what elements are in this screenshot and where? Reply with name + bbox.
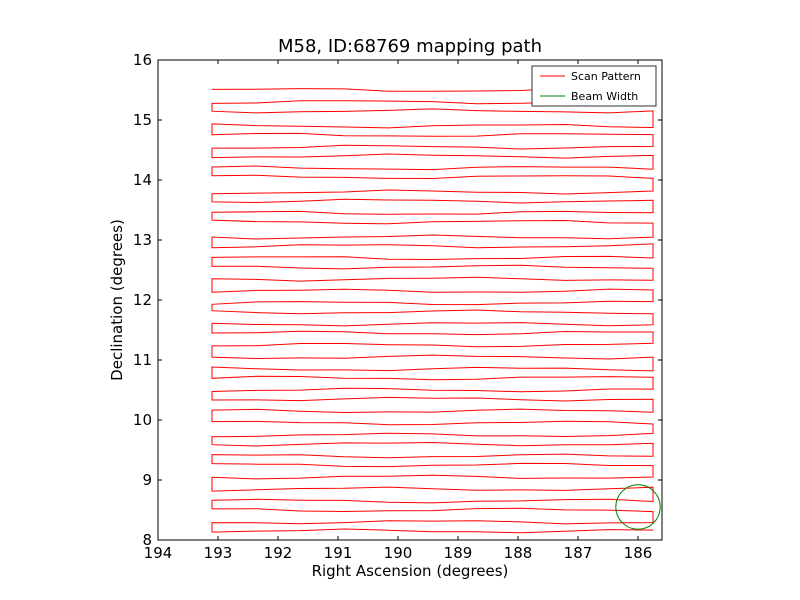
x-tick-label: 193	[204, 544, 233, 562]
chart-title: M58, ID:68769 mapping path	[278, 36, 542, 57]
x-tick-label: 194	[144, 544, 173, 562]
y-tick-label: 15	[133, 111, 152, 129]
y-tick-label: 10	[133, 411, 152, 429]
legend-label-scan-pattern: Scan Pattern	[571, 70, 641, 83]
legend-box	[531, 65, 657, 107]
plot-data-layer	[211, 87, 661, 534]
y-tick-label: 14	[133, 171, 152, 189]
legend: Scan Pattern Beam Width	[531, 65, 657, 107]
y-tick-label: 13	[133, 231, 152, 249]
y-tick-label: 16	[133, 51, 152, 69]
plot-frame	[157, 59, 663, 541]
legend-label-beam-width: Beam Width	[571, 90, 638, 103]
x-tick-label: 190	[384, 544, 413, 562]
beam-width-circle	[615, 484, 661, 530]
x-axis-label: Right Ascension (degrees)	[312, 562, 509, 580]
y-axis-label: Declination (degrees)	[108, 219, 126, 381]
x-axis: 194 193 192 191 190 189 188 187 186	[144, 60, 653, 562]
x-tick-label: 192	[264, 544, 293, 562]
y-axis: 8 9 10 11 12 13 14 15 16	[133, 51, 662, 549]
scan-pattern-line	[211, 87, 654, 534]
x-tick-label: 189	[444, 544, 473, 562]
x-tick-label: 187	[564, 544, 593, 562]
y-tick-label: 12	[133, 291, 152, 309]
x-tick-label: 188	[504, 544, 533, 562]
x-tick-label: 186	[624, 544, 653, 562]
x-tick-label: 191	[324, 544, 353, 562]
y-tick-label: 11	[133, 351, 152, 369]
y-tick-label: 9	[142, 471, 152, 489]
y-tick-label: 8	[142, 531, 152, 549]
